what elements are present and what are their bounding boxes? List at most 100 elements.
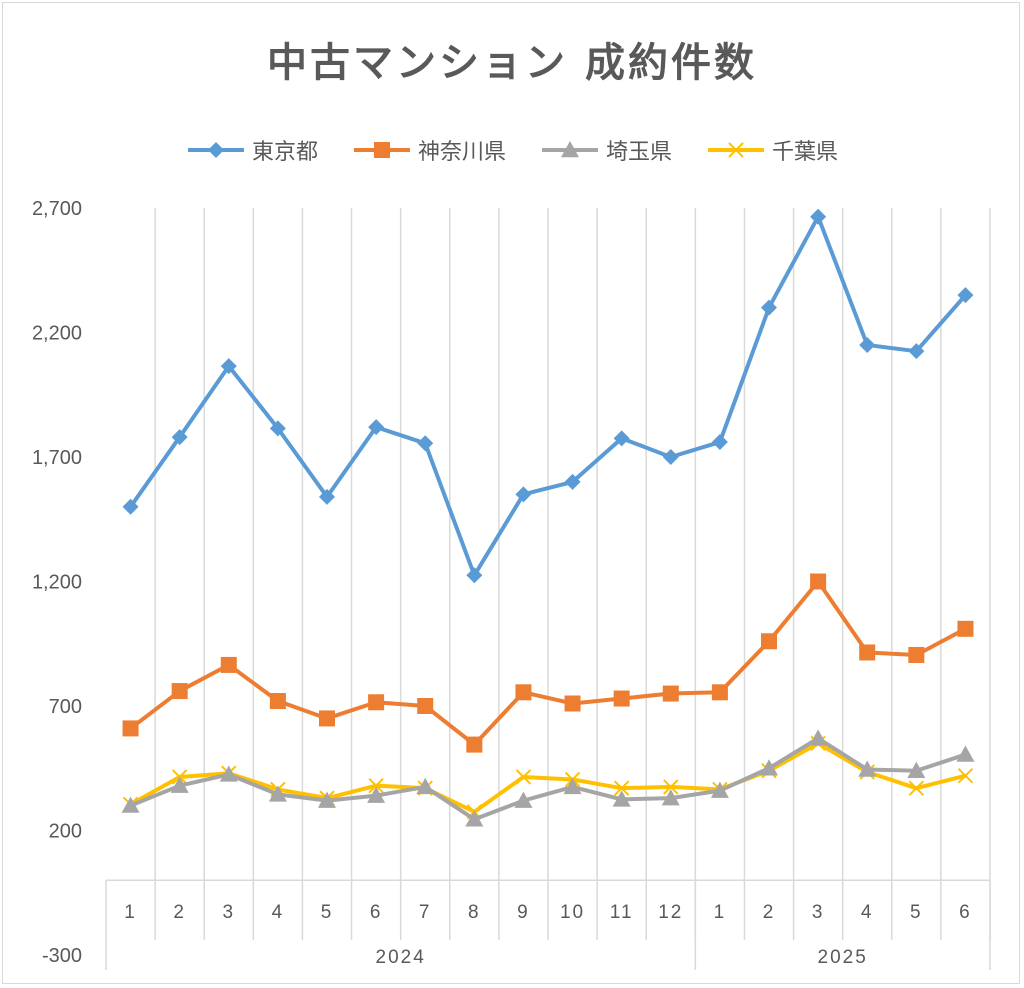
data-point	[612, 790, 631, 807]
data-point	[318, 791, 336, 808]
data-point	[368, 419, 385, 436]
data-point	[613, 430, 630, 447]
x-tick-label: 1	[124, 902, 137, 923]
data-point	[760, 759, 778, 776]
data-point	[368, 777, 384, 794]
data-point	[809, 729, 828, 746]
series-line	[129, 736, 967, 822]
series-line	[129, 579, 967, 747]
data-point	[220, 656, 237, 673]
data-point	[220, 358, 237, 375]
data-point-stroke	[368, 777, 384, 794]
data-point	[810, 573, 827, 590]
legend-label: 埼玉県	[606, 140, 673, 165]
legend-item: 東京都	[186, 134, 318, 166]
data-point	[219, 765, 238, 782]
y-tick-label: 2,200	[32, 323, 82, 345]
x-tick-label: 8	[468, 902, 481, 923]
data-point	[663, 779, 679, 795]
data-point	[957, 620, 974, 637]
chart-title: 中古マンション 成約件数	[267, 40, 757, 86]
data-point	[416, 777, 435, 795]
data-point	[269, 420, 286, 437]
data-point	[122, 720, 139, 737]
legend-swatch	[187, 142, 244, 158]
data-point	[368, 694, 385, 711]
data-point	[711, 434, 728, 451]
data-point	[171, 683, 188, 700]
x-tick-label: 12	[658, 902, 683, 923]
data-point	[417, 435, 434, 452]
x-group-label: 2024	[376, 947, 426, 968]
data-point	[908, 646, 925, 663]
x-tick-label: 3	[222, 902, 235, 923]
data-point	[269, 693, 286, 710]
data-point	[367, 786, 386, 803]
data-point	[515, 684, 532, 701]
data-point	[710, 781, 729, 798]
series-2	[122, 573, 974, 753]
series-line	[128, 214, 967, 578]
y-tick-label: 2,700	[32, 198, 82, 220]
data-point	[268, 785, 287, 802]
legend-swatch-marker	[373, 142, 390, 158]
data-point-stroke	[515, 769, 532, 785]
legend-item: 神奈川県	[352, 134, 506, 166]
data-point	[171, 429, 188, 446]
chart-legend: 東京都 神奈川県 埼玉県 千葉県	[0, 132, 1024, 168]
series-1	[122, 208, 974, 584]
data-point-stroke	[663, 779, 679, 795]
legend-swatch	[353, 142, 410, 158]
data-point	[466, 567, 483, 584]
legend-swatch	[708, 142, 765, 158]
x-group-label: 2025	[818, 947, 868, 968]
data-point	[761, 633, 777, 650]
legend-swatch-marker	[728, 142, 744, 158]
data-point-stroke	[613, 780, 630, 796]
data-point	[957, 287, 974, 304]
legend-swatch-marker-stroke	[728, 142, 744, 158]
y-tick-label: 1,700	[32, 447, 82, 469]
x-tick-label: 11	[610, 902, 634, 923]
series-3	[121, 729, 975, 827]
x-tick-label: 6	[959, 902, 972, 923]
data-point	[121, 796, 140, 813]
legend-item: 埼玉県	[540, 134, 672, 166]
data-point	[761, 299, 777, 316]
x-tick-label: 6	[370, 902, 383, 923]
series-line	[129, 741, 966, 814]
data-point	[661, 789, 680, 806]
data-point-stroke	[957, 768, 974, 784]
data-point	[907, 761, 926, 778]
x-tick-label: 2	[173, 902, 186, 923]
x-tick-label: 7	[419, 902, 432, 923]
data-point	[319, 710, 335, 727]
data-point-stroke	[908, 780, 925, 796]
data-point	[122, 498, 139, 515]
data-point	[810, 208, 827, 225]
data-point	[466, 736, 483, 753]
data-point	[170, 776, 189, 793]
legend-item: 千葉県	[706, 134, 838, 166]
data-point	[908, 343, 925, 360]
data-point	[859, 644, 876, 661]
data-point	[417, 698, 434, 714]
data-point	[711, 684, 728, 701]
data-point	[859, 336, 876, 353]
legend-swatch	[542, 141, 598, 158]
x-tick-label: 4	[272, 902, 285, 923]
x-tick-label: 2	[763, 902, 776, 923]
legend-label: 千葉県	[772, 140, 839, 165]
data-point	[957, 768, 974, 784]
y-tick-label: 700	[49, 696, 82, 718]
data-point	[662, 449, 679, 465]
x-tick-label: 10	[560, 902, 585, 923]
data-point	[564, 695, 581, 712]
x-tick-label: 1	[714, 902, 727, 923]
data-point	[613, 780, 630, 796]
x-tick-label: 3	[812, 902, 825, 923]
legend-label: 神奈川県	[417, 140, 506, 165]
legend-swatch-marker	[561, 141, 579, 158]
